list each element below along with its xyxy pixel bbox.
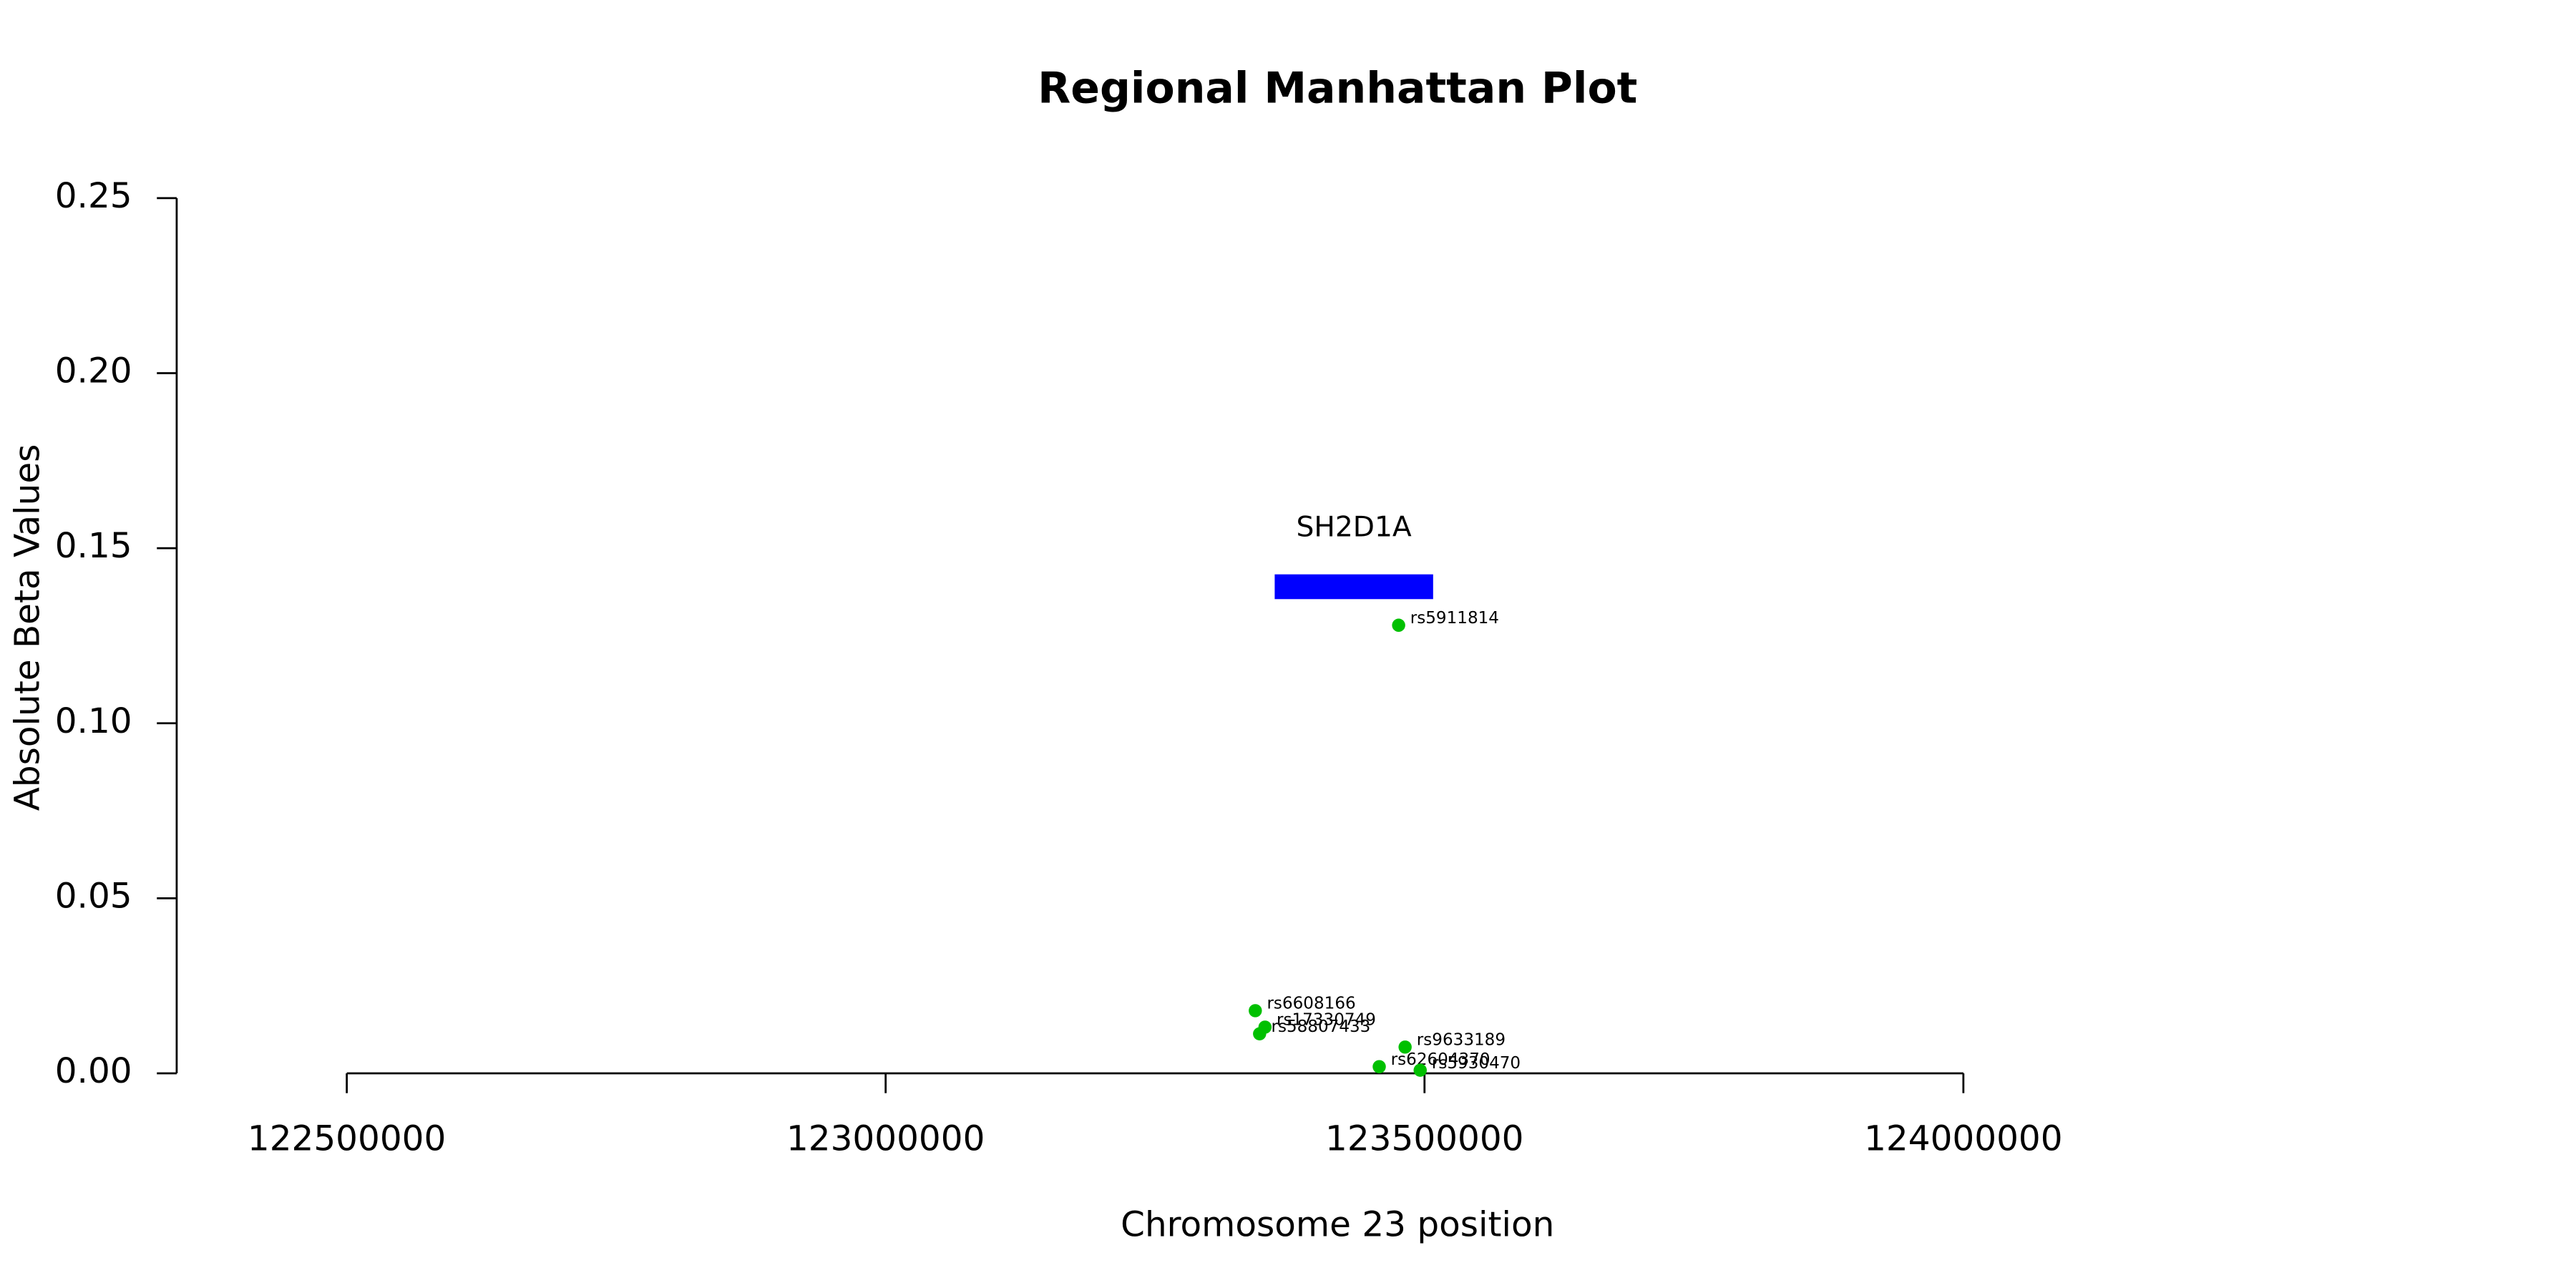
data-point <box>1392 618 1405 633</box>
data-point <box>1398 1040 1412 1054</box>
chart-title: Regional Manhattan Plot <box>1038 64 1637 114</box>
point-label: rs5930470 <box>1432 1054 1521 1073</box>
data-point <box>1413 1063 1427 1077</box>
y-tick-label: 0.10 <box>55 701 132 741</box>
y-tick-label: 0.25 <box>55 176 132 216</box>
data-point <box>1249 1004 1262 1018</box>
data-point <box>1253 1027 1267 1040</box>
y-tick-label: 0.20 <box>55 351 132 391</box>
gene-label: SH2D1A <box>1296 512 1411 544</box>
point-label: rs5911814 <box>1410 609 1499 628</box>
gene-bar <box>1274 574 1433 600</box>
x-tick-label: 123500000 <box>1325 1119 1523 1159</box>
x-tick-label: 122500000 <box>248 1119 446 1159</box>
y-axis-label: Absolute Beta Values <box>8 444 48 811</box>
point-label: rs6608166 <box>1267 995 1355 1013</box>
x-tick-label: 124000000 <box>1864 1119 2062 1159</box>
point-label: rs17330749 <box>1277 1011 1376 1030</box>
x-axis-label: Chromosome 23 position <box>1121 1205 1554 1245</box>
point-label: rs9633189 <box>1417 1031 1506 1050</box>
y-tick-label: 0.05 <box>55 876 132 916</box>
y-tick-label: 0.15 <box>55 526 132 566</box>
data-point <box>1372 1060 1386 1073</box>
point-label: rs58807433 <box>1271 1018 1370 1036</box>
point-label: rs62604370 <box>1391 1050 1491 1069</box>
x-tick-label: 123000000 <box>786 1119 985 1159</box>
y-tick-label: 0.00 <box>55 1051 132 1091</box>
